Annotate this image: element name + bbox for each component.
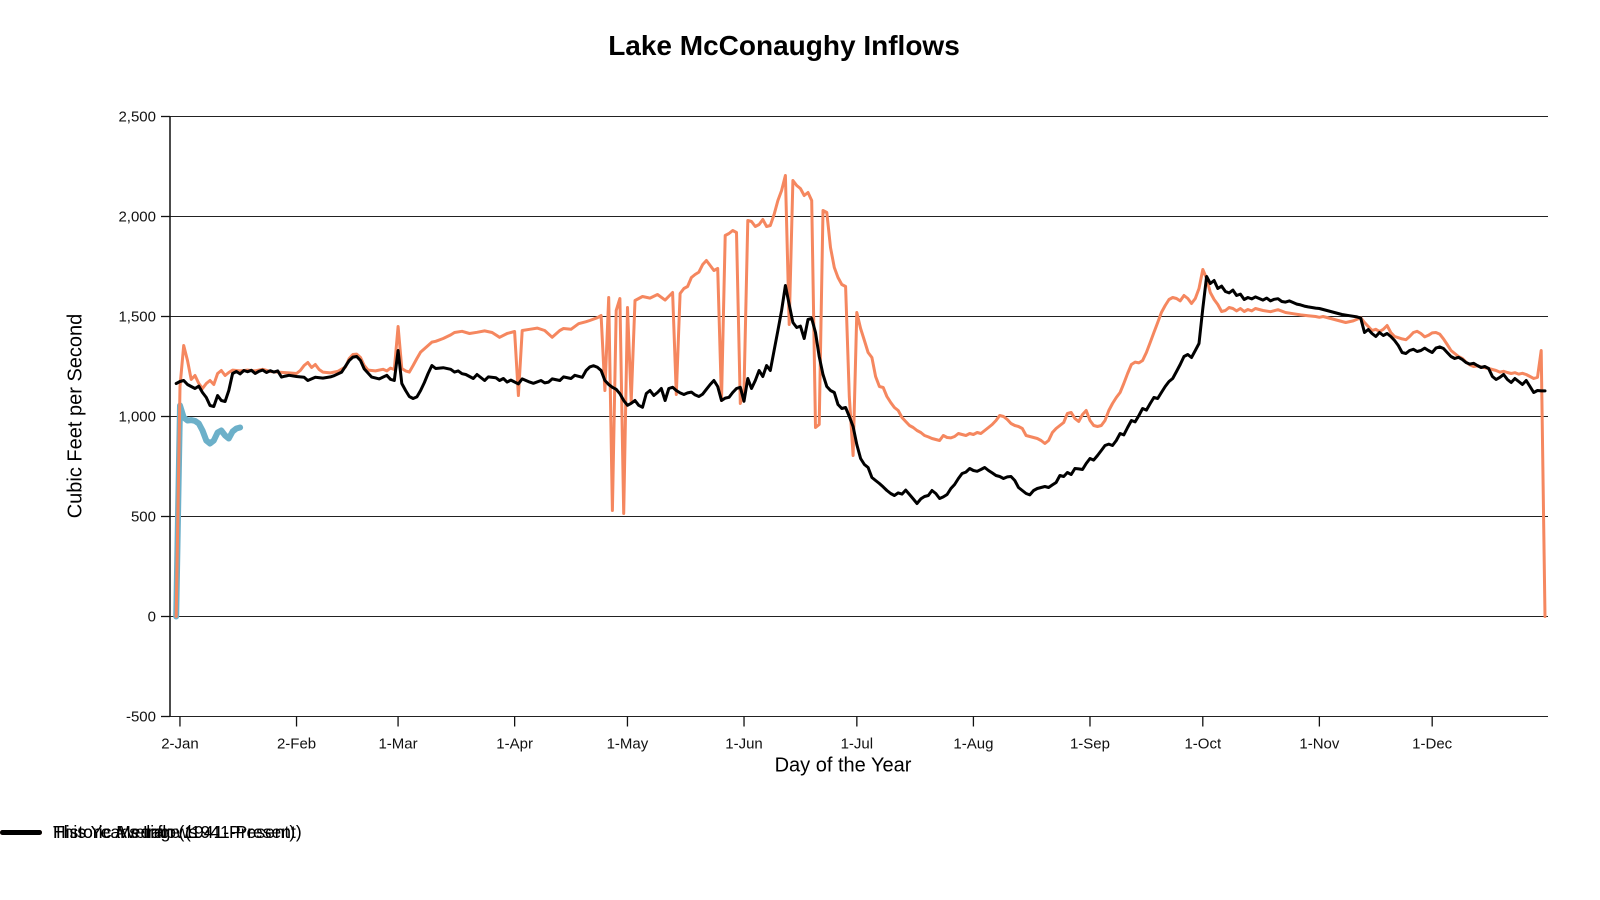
series-line-this-years-inflows <box>173 402 244 620</box>
x-tick-label: 1-May <box>607 736 649 753</box>
y-tick-label: 1,000 <box>118 409 156 426</box>
x-tick-label: 1-Mar <box>378 736 417 753</box>
x-tick-label: 1-Jul <box>841 736 874 753</box>
y-tick-label: 2,500 <box>118 109 156 126</box>
series-line-historic-median <box>174 275 1547 505</box>
x-tick-label: 1-Aug <box>953 736 993 753</box>
legend-label: Historic Average (1941-Present) <box>53 821 302 842</box>
y-tick-label: 1,500 <box>118 309 156 326</box>
x-tick-label: 1-Dec <box>1412 736 1453 753</box>
x-axis-title: Day of the Year <box>774 754 912 777</box>
x-tick-label: 2-Feb <box>277 736 316 753</box>
chart-title: Lake McConaughy Inflows <box>608 30 960 61</box>
x-tick-label: 2-Jan <box>161 736 199 753</box>
legend-swatch-historic-median <box>0 829 42 835</box>
y-tick-label: -500 <box>126 709 156 726</box>
x-tick-label: 1-Apr <box>496 736 533 753</box>
y-tick-label: 0 <box>148 609 156 626</box>
x-tick-label: 1-Nov <box>1299 736 1340 753</box>
series-line-historic-average <box>174 174 1547 618</box>
legend-label: This Year's Inflows <box>53 821 198 842</box>
x-tick-label: 1-Jun <box>725 736 763 753</box>
y-tick-label: 2,000 <box>118 209 156 226</box>
x-tick-label: 1-Oct <box>1184 736 1222 753</box>
y-tick-label: 500 <box>131 509 156 526</box>
x-tick-label: 1-Sep <box>1070 736 1110 753</box>
legend-item-historic-median[interactable]: Historic Median (1941-Present) <box>0 820 295 844</box>
y-axis-title: Cubic Feet per Second <box>64 313 87 519</box>
legend-label: Historic Median (1941-Present) <box>53 821 296 842</box>
